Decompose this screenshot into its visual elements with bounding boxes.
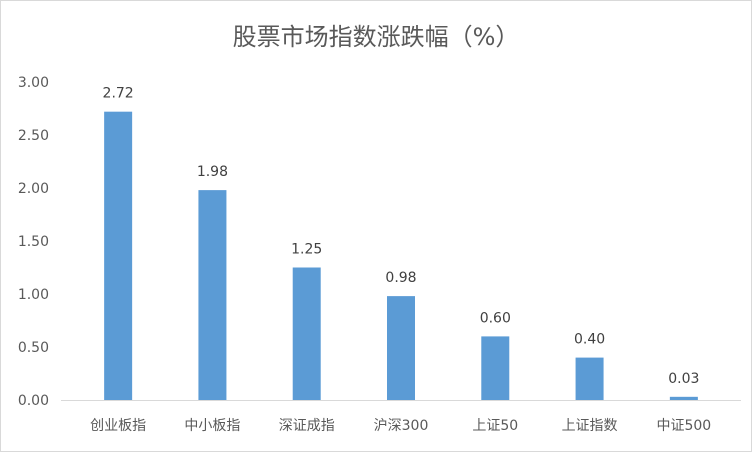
y-tick-label: 3.00 [18,75,49,91]
x-tick-label: 沪深300 [374,418,429,434]
x-tick-label: 深证成指 [279,418,335,434]
data-labels: 2.72 1.98 1.25 0.98 0.60 0.40 0.03 [103,86,700,387]
y-axis-tick-labels: 0.00 0.50 1.00 1.50 2.00 2.50 3.00 [18,75,49,409]
y-tick-label: 0.50 [18,340,49,356]
data-label: 1.25 [291,242,322,258]
bar [198,190,227,400]
data-label: 0.98 [385,270,416,286]
x-tick-label: 中小板指 [184,418,240,434]
data-label: 0.60 [480,310,511,326]
data-label: 1.98 [197,164,228,180]
chart-title: 股票市场指数涨跌幅（%） [232,23,520,51]
data-label: 0.40 [574,332,605,348]
y-tick-label: 1.00 [18,287,49,303]
data-label: 2.72 [103,86,134,102]
bar [104,111,133,401]
y-tick-label: 1.50 [18,234,49,250]
x-tick-label: 上证50 [472,418,518,434]
bar [481,336,510,400]
data-label: 0.03 [668,371,699,387]
bars [104,111,698,401]
bar [292,267,321,400]
x-tick-label: 中证500 [656,418,711,434]
y-tick-label: 2.00 [18,181,49,197]
x-axis-tick-labels: 创业板指 中小板指 深证成指 沪深300 上证50 上证指数 中证500 [90,418,711,434]
x-tick-label: 上证指数 [562,418,618,434]
y-tick-label: 0.00 [18,393,49,409]
x-tick-label: 创业板指 [90,418,146,434]
bar [575,357,604,400]
y-tick-label: 2.50 [18,128,49,144]
bar [669,396,698,400]
bar [387,296,415,400]
